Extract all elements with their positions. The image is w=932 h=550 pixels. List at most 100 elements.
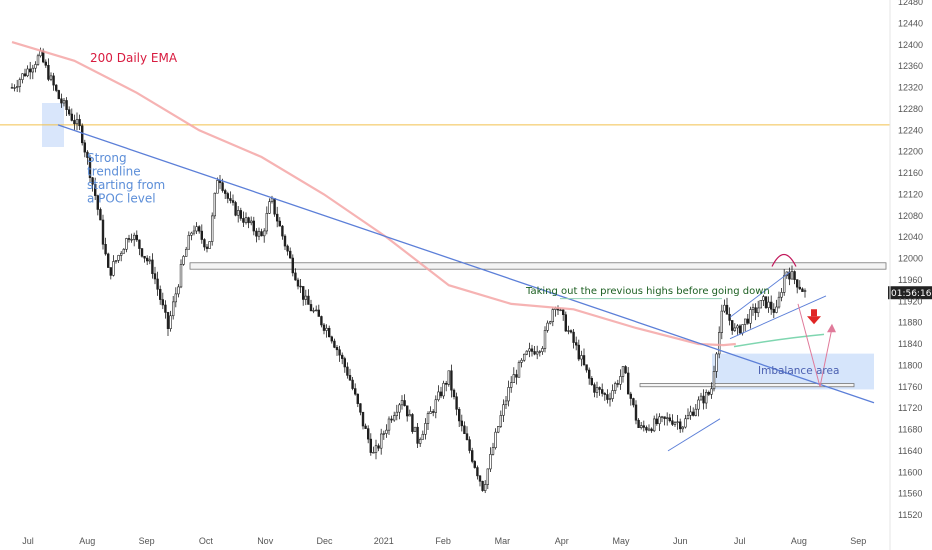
candle: [712, 365, 716, 392]
candle: [671, 414, 674, 427]
y-tick-label: 12160: [898, 168, 923, 178]
candle: [44, 59, 48, 68]
candle: [611, 384, 614, 402]
candle: [133, 232, 136, 247]
candle: [73, 114, 76, 131]
candle: [356, 393, 359, 408]
y-tick-label: 12320: [898, 83, 923, 93]
candle: [681, 425, 685, 433]
resistance-box: [189, 262, 887, 270]
candle: [112, 255, 115, 277]
candle: [619, 369, 622, 390]
y-tick-label: 11920: [898, 296, 922, 306]
candle: [483, 480, 487, 494]
candle: [574, 336, 578, 351]
candle: [691, 407, 695, 417]
candle: [91, 177, 94, 192]
candle: [203, 238, 206, 251]
candle: [442, 380, 445, 399]
candle: [546, 320, 549, 333]
x-tick-label: Nov: [257, 536, 274, 546]
candle: [234, 200, 237, 217]
candle: [548, 320, 552, 325]
candle: [463, 421, 466, 435]
candle: [291, 254, 294, 277]
candle: [468, 436, 471, 454]
candle: [208, 241, 211, 250]
down-arrow-icon: [807, 309, 821, 325]
candle: [764, 296, 768, 309]
y-tick-label: 12040: [898, 232, 923, 242]
candle: [699, 392, 703, 401]
candle: [138, 239, 141, 256]
ema-label: 200 Daily EMA: [90, 51, 178, 65]
candle: [416, 422, 419, 448]
candle: [645, 425, 648, 433]
y-tick-label: 12480: [898, 0, 923, 7]
candle: [330, 335, 333, 344]
candle: [94, 177, 97, 200]
x-tick-label: 2021: [374, 536, 394, 546]
candle: [413, 426, 417, 432]
candle: [803, 288, 807, 298]
trendline: [57, 124, 875, 404]
candle: [372, 446, 375, 454]
candle: [629, 391, 633, 406]
candle: [431, 409, 435, 417]
candle: [57, 89, 61, 100]
candle: [759, 300, 763, 309]
candle: [34, 61, 37, 73]
x-tick-label: Sep: [139, 536, 155, 546]
candle: [751, 303, 755, 316]
candle: [140, 248, 144, 258]
candle: [338, 345, 341, 362]
candle: [502, 399, 505, 422]
candle: [70, 108, 74, 122]
candle: [390, 415, 393, 423]
candle: [120, 251, 123, 262]
candle: [429, 406, 432, 414]
candle: [283, 234, 287, 250]
candle: [47, 58, 50, 82]
candle: [525, 350, 529, 356]
candle: [185, 246, 188, 257]
candle: [224, 188, 227, 200]
candle: [309, 299, 313, 312]
candle: [382, 430, 385, 440]
candle: [600, 383, 604, 397]
candle: [447, 370, 450, 387]
candle: [520, 358, 523, 368]
candle: [205, 243, 209, 253]
candle: [177, 284, 180, 298]
candle: [161, 292, 164, 310]
candle: [769, 295, 773, 315]
candle: [268, 198, 271, 215]
candle: [179, 259, 183, 289]
candle: [340, 352, 344, 365]
candle: [198, 225, 201, 234]
candle: [281, 224, 284, 240]
candle: [151, 253, 154, 279]
candle: [663, 416, 666, 426]
projection-arrowhead: [827, 323, 836, 333]
y-tick-label: 11640: [898, 446, 922, 456]
y-tick-label: 11560: [898, 489, 922, 499]
candle: [512, 367, 516, 383]
candle: [702, 389, 705, 410]
candle: [286, 244, 289, 256]
candle: [652, 415, 656, 433]
candle: [366, 425, 370, 444]
candle: [374, 439, 378, 460]
candle: [405, 405, 409, 422]
y-tick-label: 12440: [898, 18, 923, 28]
candle: [117, 254, 120, 264]
candle: [710, 382, 713, 399]
candle: [96, 194, 100, 216]
x-axis: Jul Aug Sep Oct Nov Dec 2021 Feb Mar Apr May Jun Jul…: [22, 536, 866, 546]
candle: [195, 222, 198, 234]
candle: [455, 392, 458, 416]
candle: [473, 460, 476, 469]
candle: [200, 224, 203, 244]
candle: [398, 403, 401, 420]
x-tick-label: Mar: [495, 536, 511, 546]
